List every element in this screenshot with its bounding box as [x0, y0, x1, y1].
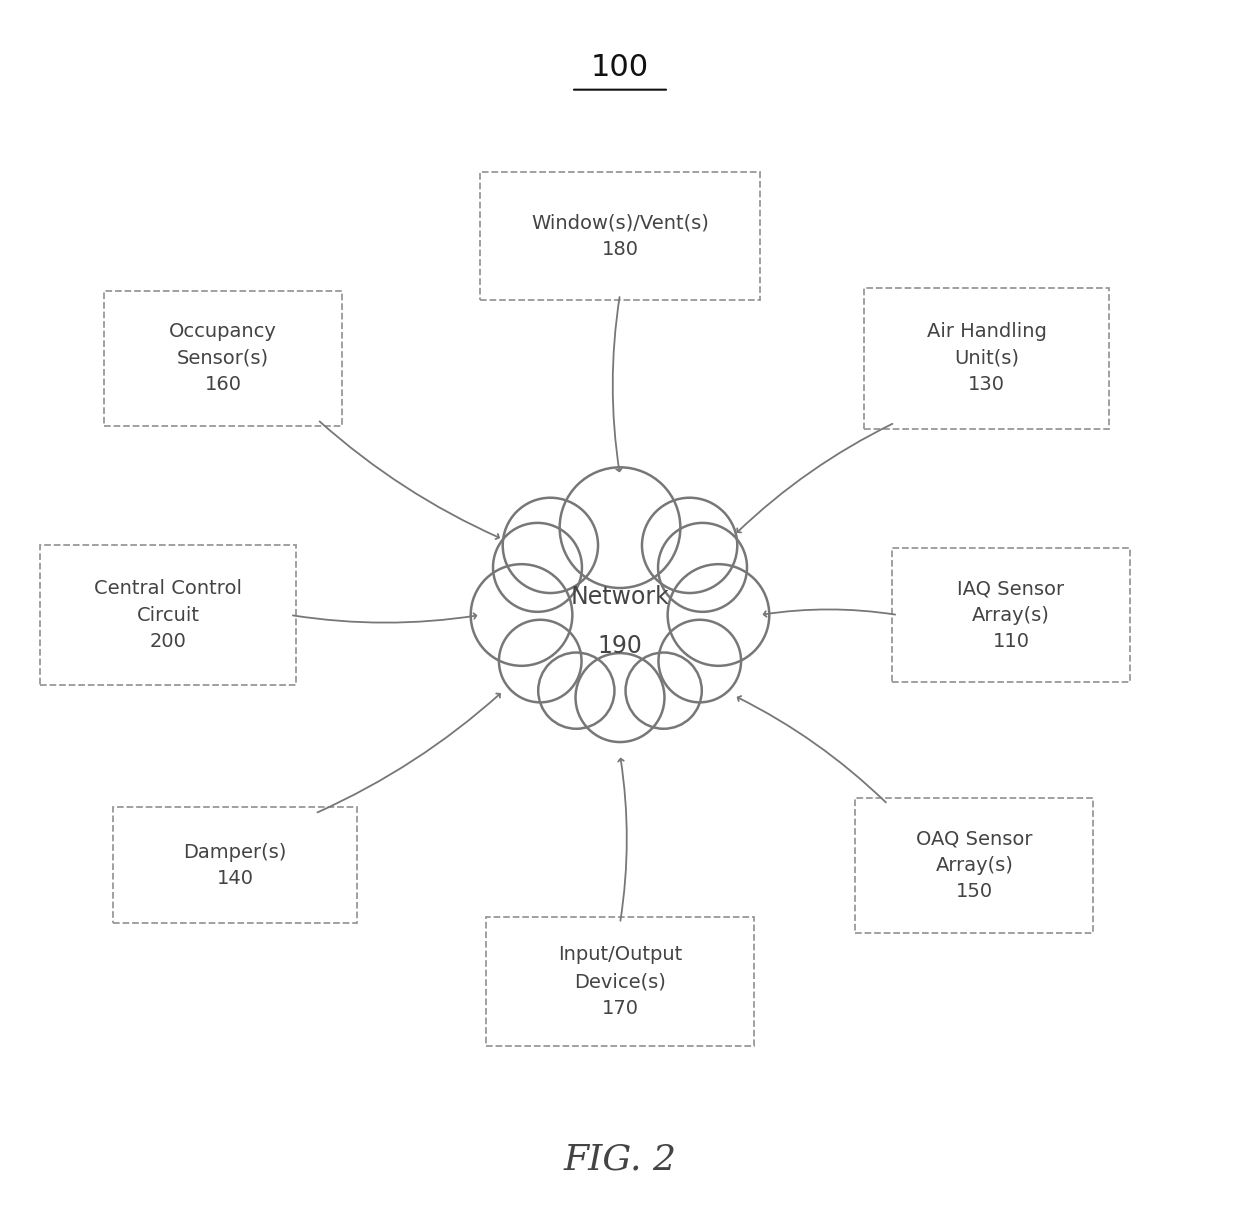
Circle shape — [471, 565, 573, 665]
Circle shape — [658, 620, 742, 702]
FancyBboxPatch shape — [856, 798, 1094, 932]
FancyBboxPatch shape — [864, 288, 1109, 429]
Text: Occupancy
Sensor(s)
160: Occupancy Sensor(s) 160 — [169, 322, 277, 395]
Circle shape — [498, 620, 582, 702]
Text: OAQ Sensor
Array(s)
150: OAQ Sensor Array(s) 150 — [916, 829, 1033, 902]
Circle shape — [642, 498, 738, 593]
Text: Damper(s)
140: Damper(s) 140 — [184, 843, 286, 888]
FancyBboxPatch shape — [113, 807, 357, 924]
Circle shape — [667, 565, 769, 665]
Text: 100: 100 — [591, 53, 649, 82]
Text: Input/Output
Device(s)
170: Input/Output Device(s) 170 — [558, 946, 682, 1017]
Circle shape — [559, 467, 681, 588]
Circle shape — [494, 523, 582, 611]
Text: Central Control
Circuit
200: Central Control Circuit 200 — [94, 579, 242, 651]
FancyBboxPatch shape — [486, 918, 754, 1046]
Circle shape — [502, 498, 598, 593]
Text: Air Handling
Unit(s)
130: Air Handling Unit(s) 130 — [926, 322, 1047, 395]
Circle shape — [658, 523, 746, 611]
Text: Window(s)/Vent(s)
180: Window(s)/Vent(s) 180 — [531, 214, 709, 260]
Text: 190: 190 — [598, 633, 642, 658]
FancyBboxPatch shape — [480, 172, 760, 300]
Text: FIG. 2: FIG. 2 — [563, 1143, 677, 1177]
FancyBboxPatch shape — [104, 292, 342, 426]
Text: Network: Network — [570, 584, 670, 609]
Circle shape — [575, 653, 665, 742]
Circle shape — [538, 653, 615, 728]
Circle shape — [537, 533, 703, 697]
FancyBboxPatch shape — [892, 547, 1130, 683]
FancyBboxPatch shape — [40, 545, 296, 685]
Circle shape — [625, 653, 702, 728]
Text: IAQ Sensor
Array(s)
110: IAQ Sensor Array(s) 110 — [957, 579, 1064, 651]
